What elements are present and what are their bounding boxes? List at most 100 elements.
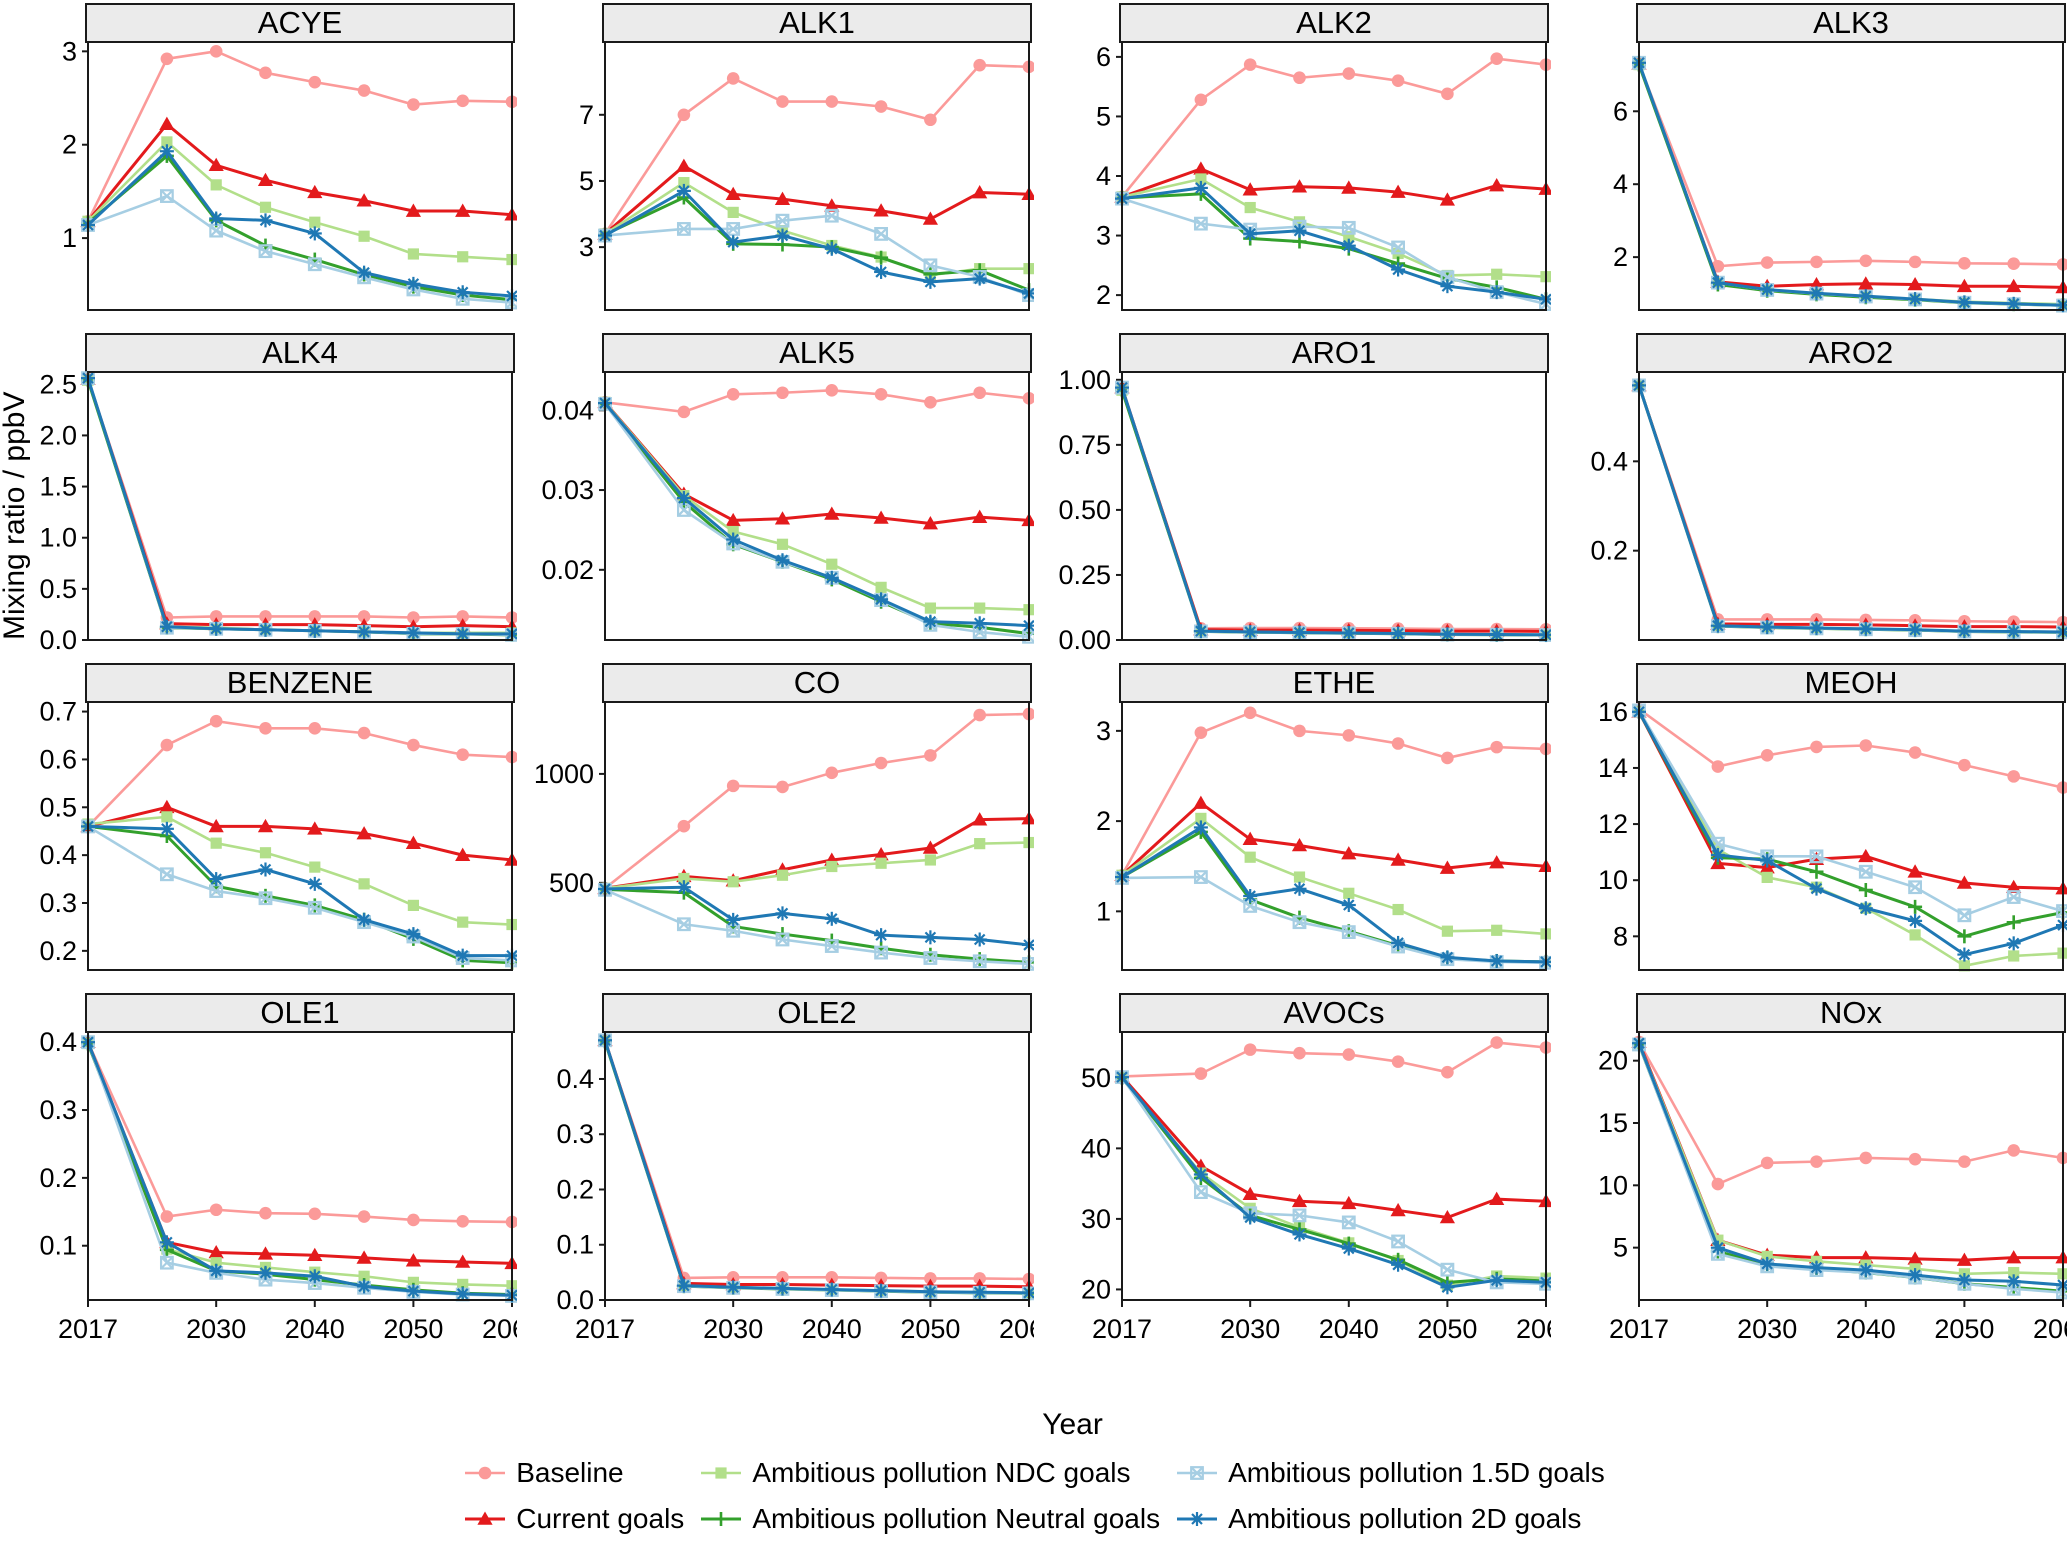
series-ambitious-pollution-2d-goals	[1115, 180, 1551, 307]
y-tick-label: 40	[1081, 1133, 1111, 1163]
y-tick-label: 10	[1598, 865, 1628, 895]
series-ambitious-pollution-1.5d-goals	[1632, 55, 2067, 313]
series-current-goals	[1631, 377, 2067, 633]
legend-column: Baseline Current goals	[462, 1452, 684, 1540]
series-ambitious-pollution-2d-goals	[1632, 378, 2067, 639]
panel-title: ALK3	[1813, 5, 1889, 40]
y-tick-label: 10	[1598, 1170, 1628, 1200]
legend-item-ambitious-pollution-2d-goals: Ambitious pollution 2D goals	[1174, 1498, 1605, 1540]
y-tick-label: 3	[579, 232, 594, 262]
series-ambitious-pollution-1.5d-goals	[598, 208, 1034, 303]
panel-title: MEOH	[1805, 665, 1898, 700]
y-tick-label: 0.2	[39, 1163, 77, 1193]
panel-title: ALK1	[779, 5, 855, 40]
y-tick-label: 1.5	[39, 472, 77, 502]
legend: Baseline Current goals Ambitious pollution…	[0, 1452, 2067, 1540]
series-current-goals	[1114, 161, 1551, 206]
legend-item-ambitious-pollution-neutral-goals: Ambitious pollution Neutral goals	[698, 1498, 1160, 1540]
series-ambitious-pollution-ndc-goals	[1116, 384, 1551, 641]
panel-border	[1121, 701, 1547, 971]
panel-co: CO 500 1000	[517, 660, 1034, 990]
panel-alk3: ALK3 2 4 6	[1551, 0, 2067, 330]
y-tick-label: 0.4	[39, 840, 77, 870]
series-ambitious-pollution-2d-goals	[1632, 55, 2067, 313]
y-tick-label: 5	[1613, 1233, 1628, 1263]
panel-alk5: ALK5 0.02 0.03 0.04	[517, 330, 1034, 660]
series-ambitious-pollution-ndc-goals	[82, 136, 517, 266]
series-current-goals	[80, 799, 517, 866]
y-tick-label: 0.4	[1590, 446, 1628, 476]
series-ambitious-pollution-2d-goals	[81, 144, 517, 303]
series-ambitious-pollution-neutral-goals	[1115, 824, 1551, 969]
legend-label: Ambitious pollution 2D goals	[1228, 1503, 1582, 1534]
series-ambitious-pollution-1.5d-goals	[81, 371, 517, 642]
series-baseline	[598, 707, 1034, 895]
y-tick-label: 4	[1096, 161, 1111, 191]
y-tick-label: 0.03	[541, 475, 594, 505]
panel-border	[1638, 1031, 2064, 1301]
series-ambitious-pollution-ndc-goals	[599, 1035, 1034, 1299]
y-tick-label: 8	[1613, 921, 1628, 951]
panel-strip	[1636, 333, 2066, 373]
panel-alk1: ALK1 3 5 7	[517, 0, 1034, 330]
y-tick-label: 2	[1613, 242, 1628, 272]
series-ambitious-pollution-2d-goals	[598, 396, 1034, 633]
panel-title: CO	[794, 665, 841, 700]
plus-legend-marker-icon	[701, 1512, 742, 1526]
series-baseline	[1115, 52, 1551, 204]
x-tick-label: 2030	[1220, 1314, 1280, 1344]
y-tick-label: 5	[1096, 101, 1111, 131]
series-current-goals	[80, 1034, 517, 1270]
y-tick-label: 4	[1613, 169, 1628, 199]
series-ambitious-pollution-2d-goals	[598, 1033, 1034, 1300]
y-tick-label: 16	[1598, 697, 1628, 727]
series-ambitious-pollution-neutral-goals	[598, 1034, 1034, 1301]
square-legend-marker-icon	[701, 1467, 742, 1479]
series-ambitious-pollution-ndc-goals	[1116, 1072, 1551, 1291]
y-tick-label: 1.0	[39, 523, 77, 553]
y-tick-label: 0.4	[39, 1027, 77, 1057]
legend-item-ambitious-pollution-1.5d-goals: Ambitious pollution 1.5D goals	[1174, 1452, 1605, 1494]
series-baseline	[1632, 379, 2067, 629]
asterisk-legend-marker-icon	[1177, 1512, 1218, 1526]
series-ambitious-pollution-2d-goals	[1115, 1070, 1551, 1295]
panel-border	[604, 1031, 1030, 1301]
x-tick-label: 2040	[802, 1314, 862, 1344]
y-tick-label: 50	[1081, 1063, 1111, 1093]
series-ambitious-pollution-neutral-goals	[1115, 383, 1551, 643]
y-tick-label: 3	[1096, 716, 1111, 746]
y-tick-label: 12	[1598, 809, 1628, 839]
series-ambitious-pollution-ndc-goals	[599, 836, 1034, 894]
series-ambitious-pollution-neutral-goals	[81, 819, 517, 970]
y-tick-label: 1.00	[1058, 365, 1111, 395]
series-ambitious-pollution-ndc-goals	[1116, 812, 1551, 940]
legend-label: Ambitious pollution 1.5D goals	[1228, 1457, 1605, 1488]
y-tick-label: 0.7	[39, 697, 77, 727]
series-baseline	[598, 1033, 1034, 1286]
panel-strip	[85, 663, 515, 703]
y-tick-label: 0.3	[556, 1119, 594, 1149]
series-ambitious-pollution-neutral-goals	[1632, 57, 2067, 313]
series-ambitious-pollution-1.5d-goals	[1115, 380, 1551, 642]
series-ambitious-pollution-1.5d-goals	[81, 819, 517, 968]
y-tick-label: 30	[1081, 1204, 1111, 1234]
y-tick-label: 0.6	[39, 744, 77, 774]
y-tick-label: 7	[579, 100, 594, 130]
series-baseline	[598, 384, 1034, 419]
y-tick-label: 0.2	[556, 1174, 594, 1204]
series-baseline	[81, 714, 517, 833]
y-tick-label: 0.5	[39, 574, 77, 604]
panels-grid: ACYE 1 2 3 ALK1 3 5 7 ALK2 2 3 4 5 6 ALK3 2 4 6 ALK4 0.0 0.5…	[39, 0, 2067, 1344]
series-current-goals	[597, 158, 1034, 240]
y-tick-label: 3	[62, 36, 77, 66]
panel-title: ALK5	[779, 335, 855, 370]
series-baseline	[1632, 1035, 2067, 1191]
panel-title: OLE2	[777, 995, 856, 1030]
y-tick-label: 0.0	[39, 625, 77, 655]
panel-title: ALK2	[1296, 5, 1372, 40]
series-baseline	[81, 372, 517, 624]
legend-label: Ambitious pollution NDC goals	[752, 1457, 1131, 1488]
series-current-goals	[1631, 1034, 2067, 1266]
panel-title: NOx	[1820, 995, 1883, 1030]
panel-aro1: ARO1 0.00 0.25 0.50 0.75 1.00	[1034, 330, 1551, 660]
